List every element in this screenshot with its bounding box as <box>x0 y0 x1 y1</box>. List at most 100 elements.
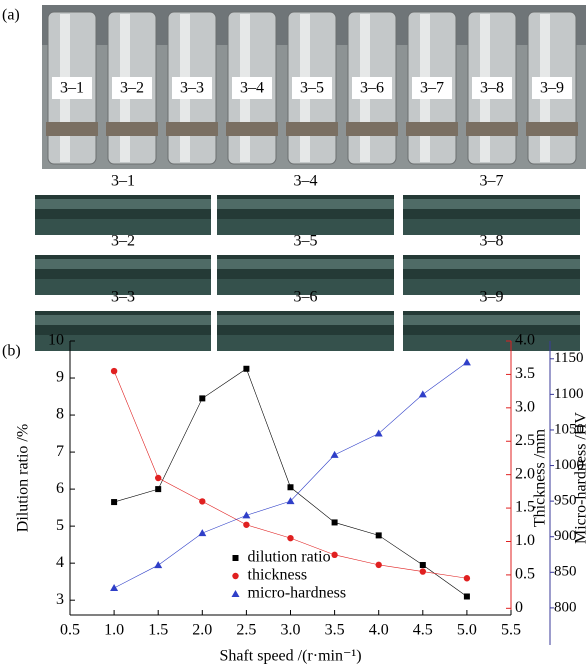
section-substrate <box>35 279 211 295</box>
rod-label-box <box>472 77 512 99</box>
data-point <box>111 499 118 506</box>
section-coating <box>403 259 580 269</box>
x-tick-label: 5.0 <box>457 622 477 639</box>
x-tick-label: 1.0 <box>104 622 124 639</box>
y3-tick-label: 1000 <box>554 457 584 473</box>
rod-label-box <box>232 77 272 99</box>
rod-label: 3–8 <box>480 80 504 97</box>
data-point <box>243 365 250 372</box>
section-substrate <box>217 335 394 351</box>
y-tick-label: 7 <box>56 443 64 460</box>
panel-label: (a) <box>2 7 20 24</box>
y2-tick-label: 4.0 <box>515 332 535 349</box>
y2-tick-label: 1.5 <box>515 499 535 516</box>
section-coating <box>35 199 211 209</box>
data-point <box>374 429 383 437</box>
rod-ring <box>406 122 458 136</box>
data-point <box>198 529 207 537</box>
y-tick-label: 8 <box>56 406 64 423</box>
y3-tick-label: 1100 <box>554 386 583 402</box>
data-point <box>463 593 470 600</box>
data-point <box>155 474 162 482</box>
data-point <box>330 450 339 458</box>
rod-label-box <box>172 77 212 99</box>
rod-label: 3–9 <box>540 80 564 97</box>
y3-axis-title: Micro-hardness /HV <box>573 412 586 544</box>
section-substrate <box>403 279 580 295</box>
data-point <box>418 390 427 398</box>
y2-axis-title: Thickness /mm <box>532 428 549 527</box>
x-tick-label: 1.5 <box>148 622 168 639</box>
data-point <box>331 519 338 526</box>
y3-tick-label: 850 <box>554 564 577 580</box>
data-point <box>199 395 206 402</box>
section-label: 3–6 <box>294 289 318 306</box>
legend-marker <box>231 590 240 597</box>
rod-ring <box>346 122 398 136</box>
data-point <box>155 486 162 493</box>
data-point <box>419 562 426 569</box>
data-point <box>287 484 294 491</box>
y-tick-label: 6 <box>56 480 64 497</box>
data-point <box>419 568 426 575</box>
section-substrate <box>217 219 394 235</box>
y-tick-label: 4 <box>56 554 64 571</box>
section-label: 3–8 <box>480 233 504 250</box>
data-point <box>375 532 382 539</box>
y2-tick-label: 3.5 <box>515 365 535 382</box>
section-substrate <box>403 219 580 235</box>
data-point <box>243 521 250 528</box>
legend-marker <box>232 555 239 561</box>
rod-label: 3–3 <box>180 80 204 97</box>
section-coating <box>35 259 211 269</box>
data-point <box>242 511 251 519</box>
y-tick-label: 10 <box>48 332 64 349</box>
rod-label-box <box>532 77 572 99</box>
section-coating <box>217 315 394 325</box>
rod-label: 3–6 <box>360 80 384 97</box>
x-tick-label: 2.0 <box>192 622 212 639</box>
data-point <box>462 358 471 366</box>
x-tick-label: 4.5 <box>413 622 433 639</box>
rod-ring <box>286 122 338 136</box>
x-tick-label: 4.0 <box>369 622 389 639</box>
data-point <box>154 561 163 569</box>
rod-label-box <box>112 77 152 99</box>
section-label: 3–1 <box>111 173 135 190</box>
x-tick-label: 0.5 <box>60 622 80 639</box>
section-coating <box>403 199 580 209</box>
rod-ring <box>466 122 518 136</box>
rod-label: 3–1 <box>60 80 84 97</box>
rod-label: 3–2 <box>120 80 144 97</box>
section-substrate <box>403 335 580 351</box>
data-point <box>110 583 119 591</box>
section-coating <box>403 315 580 325</box>
y2-tick-label: 0.5 <box>515 566 535 583</box>
x-tick-label: 3.0 <box>281 622 301 639</box>
data-point <box>110 367 118 375</box>
data-point <box>287 534 294 542</box>
rod-label-box <box>292 77 332 99</box>
rod-label-box <box>352 77 392 99</box>
section-substrate <box>35 219 211 235</box>
y2-tick-label: 0 <box>515 599 523 616</box>
section-label: 3–9 <box>480 289 504 306</box>
data-point <box>331 551 338 559</box>
legend-label: micro-hardness <box>248 585 347 602</box>
rod-label: 3–4 <box>240 80 264 97</box>
section-label: 3–4 <box>294 173 318 190</box>
x-tick-label: 2.5 <box>236 622 256 639</box>
legend-label: dilution ratio <box>248 549 331 566</box>
rod-label: 3–5 <box>300 80 324 97</box>
y3-tick-label: 900 <box>554 528 577 544</box>
section-substrate <box>35 335 211 351</box>
rod-label: 3–7 <box>420 80 444 97</box>
y2-tick-label: 2.5 <box>515 432 535 449</box>
data-point <box>286 497 295 505</box>
legend-marker <box>232 572 239 580</box>
y2-tick-label: 1.0 <box>515 532 535 549</box>
data-point <box>375 561 382 569</box>
section-coating <box>35 315 211 325</box>
y-axis-title: Dilution ratio /% <box>15 424 32 532</box>
